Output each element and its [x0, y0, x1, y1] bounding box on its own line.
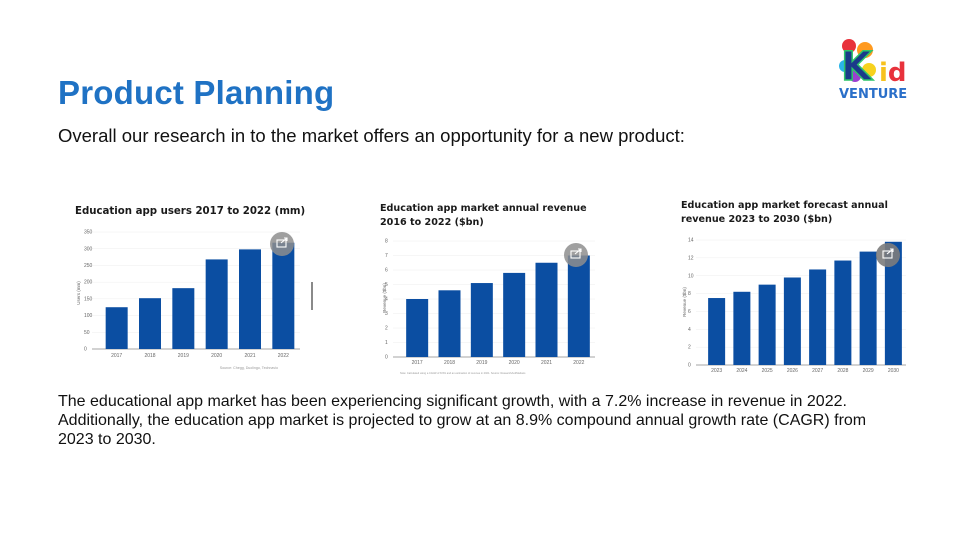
x-tick-label: 2022: [573, 360, 584, 366]
y-tick-label: 5: [385, 282, 388, 288]
y-tick-label: 150: [84, 296, 93, 302]
bar-2028: [834, 260, 852, 365]
y-tick-label: 0: [385, 355, 388, 361]
x-tick-label: 2018: [444, 360, 455, 366]
x-tick-label: 2021: [541, 360, 552, 366]
x-tick-label: 2026: [787, 368, 798, 374]
x-tick-label: 2030: [888, 368, 899, 374]
x-tick-label: 2017: [111, 353, 122, 359]
logo-word: VENTURE: [839, 87, 907, 102]
x-tick-label: 2019: [476, 360, 487, 366]
bar-2030: [884, 241, 902, 365]
x-tick-label: 2021: [244, 353, 255, 359]
y-tick-label: 0: [84, 347, 87, 353]
share-icon: [570, 250, 581, 259]
bar-2022: [567, 255, 590, 357]
share-icon: [882, 250, 893, 259]
y-tick-label: 8: [385, 239, 388, 245]
chart-source-note: Note: Calculated using a CAGR of 8.9% an…: [400, 371, 526, 375]
chart-title: Education app market annual revenue 2016…: [380, 203, 590, 228]
y-tick-label: 50: [84, 330, 90, 336]
chart-education-app-users: Education app users 2017 to 2022 (mm) 0 5…: [60, 198, 330, 378]
y-tick-label: 1: [385, 340, 388, 346]
y-tick-label: 0: [688, 363, 691, 369]
x-tick-label: 2020: [509, 360, 520, 366]
x-tick-label: 2029: [863, 368, 874, 374]
x-tick-label: 2024: [736, 368, 747, 374]
bar-2018: [438, 290, 461, 357]
y-tick-label: 300: [84, 246, 93, 252]
y-tick-label: 10: [688, 273, 694, 279]
share-icon: [276, 239, 287, 248]
x-tick-label: 2023: [711, 368, 722, 374]
y-tick-label: 4: [385, 297, 388, 303]
bar-2021: [239, 249, 261, 349]
share-button[interactable]: [564, 243, 588, 267]
y-tick-label: 2: [385, 326, 388, 332]
x-tick-label: 2017: [412, 360, 423, 366]
x-tick-label: 2028: [837, 368, 848, 374]
x-tick-label: 2027: [812, 368, 823, 374]
x-tick-label: 2025: [762, 368, 773, 374]
chart-users-svg: Education app users 2017 to 2022 (mm) 0 5…: [75, 206, 305, 370]
bar-2020: [205, 259, 228, 349]
chart-forecast-revenue: Education app market forecast annual rev…: [670, 192, 920, 382]
y-tick-label: 14: [688, 238, 694, 244]
y-tick-label: 7: [385, 253, 388, 259]
summary-text: The educational app market has been expe…: [58, 393, 867, 448]
logo-splash-yellow: [862, 63, 876, 77]
x-tick-label: 2022: [278, 353, 289, 359]
chart-source-note: Source: Chegg, Duolingo, Technavio: [220, 366, 278, 370]
bar-2022: [272, 242, 295, 349]
x-tick-label: 2019: [178, 353, 189, 359]
slide-title: Product Planning: [58, 74, 335, 111]
bar-2021: [535, 262, 558, 357]
y-tick-label: 250: [84, 263, 93, 269]
x-tick-label: 2020: [211, 353, 222, 359]
bar-2020: [503, 272, 526, 357]
bar-2017: [406, 299, 429, 357]
y-tick-label: 200: [84, 280, 93, 286]
x-tick-label: 2018: [144, 353, 155, 359]
scrollbar[interactable]: [311, 282, 313, 310]
logo-splash-orange: [857, 42, 873, 58]
bar-2017: [105, 307, 128, 349]
logo-splash-blue: [839, 60, 851, 72]
bar-2026: [783, 277, 801, 365]
intro-text: Overall our research in to the market of…: [58, 125, 685, 146]
bar-2024: [733, 291, 751, 365]
logo-splash-red: [842, 39, 856, 53]
share-button[interactable]: [270, 232, 294, 256]
bar-2018: [139, 298, 161, 349]
y-tick-label: 6: [688, 309, 691, 315]
chart-title: Education app market forecast annual rev…: [681, 200, 891, 225]
y-tick-label: 6: [385, 268, 388, 274]
bar-2025: [758, 284, 776, 365]
share-button[interactable]: [876, 243, 900, 267]
y-tick-label: 100: [84, 313, 93, 319]
y-axis-label: Users (mm): [76, 281, 81, 305]
bar-2029: [859, 251, 877, 365]
chart-forecast-svg: Education app market forecast annual rev…: [681, 200, 906, 374]
logo-splash-purple: [849, 70, 861, 82]
logo-letter-k: K: [841, 44, 874, 90]
y-tick-label: 350: [84, 230, 93, 236]
chart-revenue-svg: Education app market annual revenue 2016…: [380, 203, 595, 375]
y-axis-label: Revenue ($bn): [682, 287, 687, 317]
bar-2019: [470, 283, 493, 357]
kid-venture-logo: K id VENTURE: [835, 36, 927, 102]
y-tick-label: 4: [688, 327, 691, 333]
y-axis-label: Revenue ($bn): [382, 283, 387, 313]
chart-annual-revenue: Education app market annual revenue 2016…: [368, 196, 608, 380]
logo-suffix: id: [879, 58, 907, 88]
bar-2027: [809, 269, 827, 365]
bar-2019: [172, 288, 195, 349]
y-tick-label: 3: [385, 311, 388, 317]
chart-title: Education app users 2017 to 2022 (mm): [75, 206, 305, 217]
y-tick-label: 8: [688, 291, 691, 297]
y-tick-label: 2: [688, 345, 691, 351]
y-tick-label: 12: [688, 255, 694, 261]
bar-2023: [708, 298, 726, 365]
